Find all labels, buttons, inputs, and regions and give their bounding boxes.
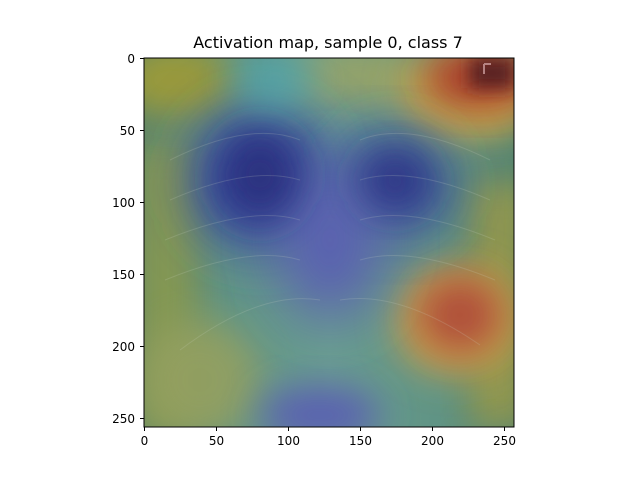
x-tick-label: 250 [493, 434, 516, 448]
y-tick-label: 150 [112, 268, 135, 282]
x-tick-label: 100 [277, 434, 300, 448]
x-tick-label: 200 [421, 434, 444, 448]
y-tick-label: 0 [127, 52, 135, 66]
y-tick-label: 100 [112, 196, 135, 210]
y-axis: 0 50 100 150 200 250 [112, 52, 144, 426]
x-axis: 0 50 100 150 200 250 [141, 427, 516, 448]
y-tick-label: 50 [120, 124, 135, 138]
activation-map-image [144, 58, 514, 427]
x-tick-label: 50 [209, 434, 224, 448]
y-tick-label: 250 [112, 412, 135, 426]
y-tick-label: 200 [112, 340, 135, 354]
x-tick-label: 0 [141, 434, 149, 448]
x-tick-label: 150 [349, 434, 372, 448]
plot-title: Activation map, sample 0, class 7 [193, 33, 463, 52]
axes-frame [143, 57, 515, 428]
